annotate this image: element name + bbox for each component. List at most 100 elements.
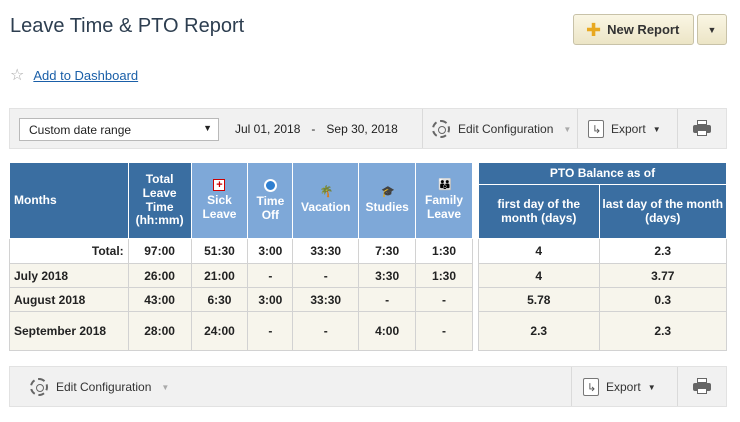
cell-timeoff: 3:00 bbox=[247, 287, 294, 312]
cell-sick: 51:30 bbox=[190, 238, 249, 264]
divider bbox=[422, 109, 423, 148]
add-to-dashboard-link[interactable]: Add to Dashboard bbox=[33, 67, 139, 83]
new-report-button[interactable]: ✚ New Report bbox=[573, 14, 694, 45]
col-vacation: 🌴 Vacation bbox=[292, 162, 360, 239]
col-sick-label: Sick Leave bbox=[202, 193, 237, 221]
row-month: July 2018 bbox=[9, 263, 129, 288]
top-toolbar: Custom date range ▼ Jul 01, 2018 - Sep 3… bbox=[9, 108, 727, 149]
table-row: 2.3 2.3 bbox=[478, 311, 728, 351]
divider bbox=[677, 367, 678, 406]
cell-family: - bbox=[415, 287, 473, 312]
dropdown-arrow-icon: ▼ bbox=[203, 123, 212, 133]
edit-configuration-button[interactable]: Edit Configuration ▼ bbox=[432, 120, 571, 138]
date-range-select[interactable]: Custom date range ▼ bbox=[19, 118, 219, 141]
row-month: Total: bbox=[9, 238, 129, 264]
table-row: July 2018 26:00 21:00 - - 3:30 1:30 bbox=[9, 263, 473, 288]
cell-family: - bbox=[415, 311, 473, 351]
print-icon[interactable] bbox=[693, 120, 711, 136]
pto-balance-table: PTO Balance as of first day of the month… bbox=[478, 162, 728, 351]
cell-total: 97:00 bbox=[127, 238, 192, 264]
edit-configuration-label: Edit Configuration bbox=[458, 122, 554, 136]
caret-down-icon: ▼ bbox=[647, 382, 656, 392]
cell-sick: 21:00 bbox=[190, 263, 249, 288]
cell-family: 1:30 bbox=[415, 238, 473, 264]
caret-down-icon: ▼ bbox=[161, 382, 170, 392]
cell-pto-first: 5.78 bbox=[478, 287, 600, 312]
caret-down-icon: ▼ bbox=[707, 24, 717, 35]
cell-total: 43:00 bbox=[127, 287, 192, 312]
no-entry-icon bbox=[263, 178, 277, 192]
date-dash: - bbox=[311, 122, 316, 136]
gear-icon bbox=[30, 378, 48, 396]
export-label: Export bbox=[611, 122, 646, 136]
cell-total: 28:00 bbox=[127, 311, 192, 351]
print-icon[interactable] bbox=[693, 378, 711, 394]
col-studies-label: Studies bbox=[365, 200, 409, 215]
cell-pto-last: 2.3 bbox=[598, 238, 728, 264]
caret-down-icon: ▼ bbox=[563, 124, 572, 134]
col-studies: 🎓 Studies bbox=[358, 162, 417, 239]
divider bbox=[571, 367, 572, 406]
cell-total: 26:00 bbox=[127, 263, 192, 288]
divider bbox=[577, 109, 578, 148]
new-report-dropdown-button[interactable]: ▼ bbox=[697, 14, 727, 45]
date-range-display: Jul 01, 2018 - Sep 30, 2018 bbox=[235, 122, 398, 136]
page-title: Leave Time & PTO Report bbox=[10, 15, 245, 37]
cell-pto-first: 2.3 bbox=[478, 311, 600, 351]
palm-tree-icon: 🌴 bbox=[319, 186, 334, 199]
date-to: Sep 30, 2018 bbox=[326, 122, 398, 136]
first-aid-icon: + bbox=[213, 179, 226, 192]
cell-pto-first: 4 bbox=[478, 238, 600, 264]
row-month: September 2018 bbox=[9, 311, 129, 351]
cell-studies: - bbox=[358, 287, 417, 312]
bottom-toolbar: Edit Configuration ▼ Export ▼ bbox=[9, 366, 727, 407]
cell-pto-last: 0.3 bbox=[598, 287, 728, 312]
table-row: 4 3.77 bbox=[478, 263, 728, 288]
divider bbox=[677, 109, 678, 148]
cell-studies: 4:00 bbox=[358, 311, 417, 351]
cell-vacation: 33:30 bbox=[292, 238, 360, 264]
cell-pto-first: 4 bbox=[478, 263, 600, 288]
cell-vacation: - bbox=[292, 311, 360, 351]
cell-vacation: - bbox=[292, 263, 360, 288]
cell-sick: 24:00 bbox=[190, 311, 249, 351]
export-button[interactable]: Export ▼ bbox=[588, 120, 661, 138]
col-sick: + Sick Leave bbox=[190, 162, 249, 239]
cell-timeoff: - bbox=[247, 263, 294, 288]
cell-vacation: 33:30 bbox=[292, 287, 360, 312]
col-timeoff: Time Off bbox=[247, 162, 294, 239]
table-row: Total: 97:00 51:30 3:00 33:30 7:30 1:30 bbox=[9, 238, 473, 264]
add-to-dashboard: ☆ Add to Dashboard bbox=[10, 65, 138, 85]
table-row: August 2018 43:00 6:30 3:00 33:30 - - bbox=[9, 287, 473, 312]
date-from: Jul 01, 2018 bbox=[235, 122, 301, 136]
col-family: 👪 Family Leave bbox=[415, 162, 473, 239]
pto-header: PTO Balance as of bbox=[478, 162, 727, 185]
star-icon[interactable]: ☆ bbox=[10, 67, 25, 84]
leave-time-table: Months Total Leave Time (hh:mm) + Sick L… bbox=[9, 162, 473, 351]
col-family-label: Family Leave bbox=[425, 193, 464, 221]
col-vacation-label: Vacation bbox=[301, 200, 351, 215]
date-range-value: Custom date range bbox=[29, 122, 132, 137]
export-icon bbox=[588, 120, 604, 138]
table-row: 5.78 0.3 bbox=[478, 287, 728, 312]
col-months: Months bbox=[9, 162, 129, 239]
family-icon: 👪 bbox=[438, 179, 452, 192]
cell-pto-last: 3.77 bbox=[598, 263, 728, 288]
col-timeoff-label: Time Off bbox=[256, 193, 285, 222]
new-report-label: New Report bbox=[607, 22, 680, 37]
cell-sick: 6:30 bbox=[190, 287, 249, 312]
cell-family: 1:30 bbox=[415, 263, 473, 288]
col-total: Total Leave Time (hh:mm) bbox=[127, 162, 192, 239]
export-label: Export bbox=[606, 380, 641, 394]
gear-icon bbox=[432, 120, 450, 138]
export-icon bbox=[583, 378, 599, 396]
table-row: September 2018 28:00 24:00 - - 4:00 - bbox=[9, 311, 473, 351]
col-pto-last: last day of the month (days) bbox=[598, 184, 728, 239]
table-row: 4 2.3 bbox=[478, 238, 728, 264]
cell-timeoff: - bbox=[247, 311, 294, 351]
export-button[interactable]: Export ▼ bbox=[583, 378, 656, 396]
col-pto-first: first day of the month (days) bbox=[478, 184, 600, 239]
cell-pto-last: 2.3 bbox=[598, 311, 728, 351]
edit-configuration-label: Edit Configuration bbox=[56, 380, 152, 394]
edit-configuration-button[interactable]: Edit Configuration ▼ bbox=[30, 378, 169, 396]
